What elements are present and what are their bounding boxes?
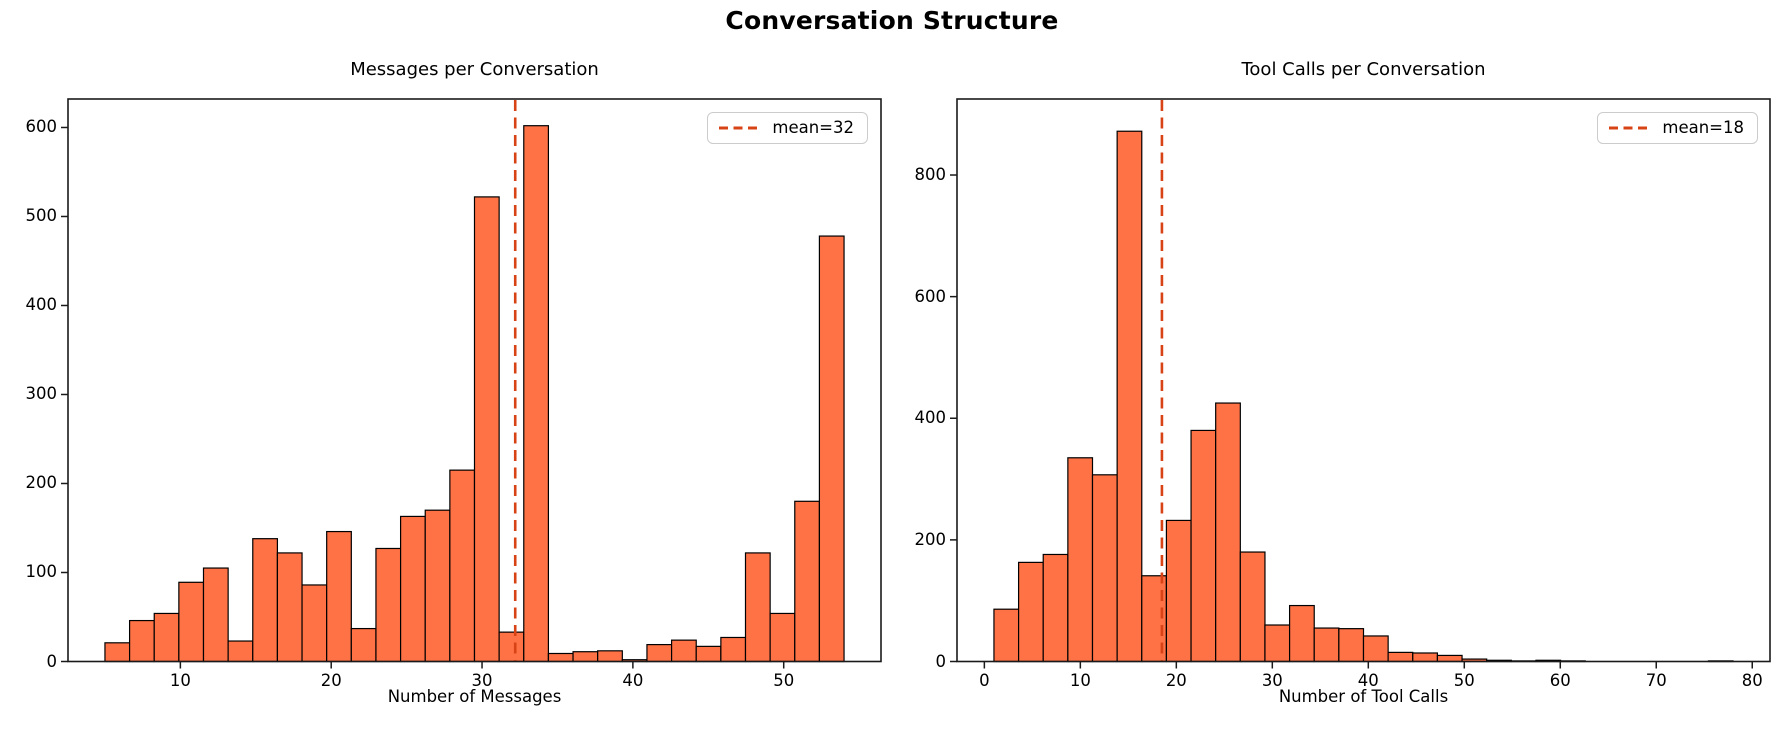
- histogram-bar: [1288, 604, 1315, 663]
- x-tick-label: 50: [773, 670, 795, 690]
- histogram-bar: [695, 645, 722, 663]
- histogram-bar: [597, 650, 623, 663]
- x-tick-label: 0: [979, 670, 990, 690]
- histogram-bar: [424, 509, 451, 663]
- messages-x-axis-label: Number of Messages: [387, 687, 562, 706]
- x-tick-label: 40: [1357, 670, 1379, 690]
- histogram-bar: [646, 643, 673, 663]
- y-tick-label: 0: [46, 651, 58, 671]
- x-tick-label: 70: [1645, 670, 1667, 690]
- axes-frame: [956, 98, 1771, 663]
- histogram-bar: [449, 469, 476, 663]
- histogram-bar: [670, 639, 697, 663]
- histogram-bar: [1165, 519, 1192, 663]
- x-tick-label: 10: [1069, 670, 1091, 690]
- histogram-bar: [572, 651, 599, 663]
- histogram-bar: [547, 652, 574, 663]
- histogram-bar: [1239, 551, 1266, 663]
- histogram-bar: [326, 530, 352, 663]
- x-tick-label: 10: [169, 670, 191, 690]
- x-tick-label: 60: [1549, 670, 1571, 690]
- x-tick-label: 20: [1165, 670, 1187, 690]
- figure-title: Conversation Structure: [725, 6, 1059, 35]
- histogram-bar: [1042, 553, 1069, 663]
- histogram-bar: [1091, 474, 1118, 663]
- histogram-bar: [350, 627, 377, 663]
- histogram-bar: [1067, 457, 1094, 663]
- x-tick-label: 30: [471, 670, 493, 690]
- histogram-bar: [498, 631, 525, 663]
- x-tick-label: 50: [1453, 670, 1475, 690]
- histogram-bar: [1116, 130, 1143, 663]
- y-tick-label: 200: [25, 473, 58, 493]
- mean-dash-icon: [1609, 126, 1650, 129]
- histogram-bar: [523, 125, 550, 663]
- messages-legend-label: mean=32: [772, 118, 854, 137]
- histogram-bar: [1436, 654, 1463, 663]
- x-tick-label: 30: [1261, 670, 1283, 690]
- messages-legend: mean=32: [707, 112, 868, 144]
- histogram-bar: [1190, 429, 1217, 663]
- axes-frame: [67, 98, 882, 663]
- tool-calls-chart-title: Tool Calls per Conversation: [1241, 59, 1486, 80]
- y-tick-label: 800: [914, 165, 947, 184]
- histogram-bar: [1264, 624, 1291, 663]
- histogram-bar: [1338, 628, 1365, 663]
- y-tick-label: 600: [25, 117, 58, 137]
- y-tick-label: 200: [914, 529, 947, 549]
- y-tick-label: 0: [935, 651, 947, 671]
- histogram-bar: [993, 608, 1020, 663]
- mean-dash-icon: [719, 126, 760, 129]
- histogram-bar: [153, 612, 180, 663]
- y-tick-label: 400: [914, 408, 947, 428]
- histogram-bar: [202, 567, 229, 663]
- histogram-bar: [794, 500, 821, 663]
- histogram-bar: [375, 547, 402, 663]
- histogram-bar: [276, 552, 303, 663]
- y-tick-label: 100: [25, 562, 58, 582]
- tool-calls-x-axis-label: Number of Tool Calls: [1278, 687, 1449, 706]
- x-tick-label: 40: [622, 670, 644, 690]
- y-tick-label: 300: [25, 384, 58, 404]
- histogram-bar: [128, 619, 155, 663]
- histogram-bar: [1412, 652, 1439, 663]
- histogram-bar: [1362, 635, 1389, 663]
- histogram-bar: [744, 552, 771, 663]
- histogram-bar: [720, 636, 747, 663]
- histogram-bar: [301, 584, 328, 663]
- histogram-bar: [399, 515, 426, 663]
- tool-calls-legend: mean=18: [1597, 112, 1758, 144]
- histogram-bar: [252, 538, 279, 663]
- histogram-bar: [1017, 561, 1044, 663]
- x-tick-label: 80: [1741, 670, 1763, 690]
- histogram-bar: [769, 612, 796, 663]
- histogram-bar: [227, 640, 254, 663]
- histogram-bar: [1313, 627, 1340, 663]
- x-tick-label: 20: [320, 670, 342, 690]
- histogram-bar: [104, 642, 131, 663]
- histogram-bar: [473, 196, 500, 663]
- histogram-bar: [818, 235, 845, 663]
- y-tick-label: 500: [25, 206, 58, 226]
- y-tick-label: 400: [25, 295, 58, 315]
- messages-chart-title: Messages per Conversation: [350, 59, 599, 80]
- tool-calls-legend-label: mean=18: [1662, 118, 1744, 137]
- histogram-bar: [1215, 402, 1241, 663]
- histogram-bar: [1387, 651, 1414, 663]
- histogram-bar: [178, 581, 205, 663]
- y-tick-label: 600: [914, 286, 947, 306]
